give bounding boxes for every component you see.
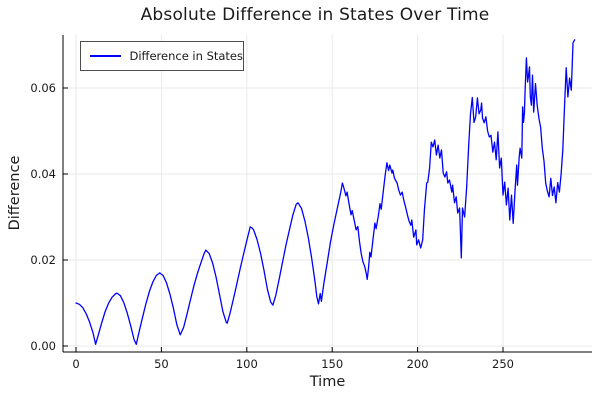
x-axis-label: Time [309,374,346,390]
y-tick-label: 0.04 [30,167,56,181]
x-tick-label: 200 [407,357,429,371]
y-tick-label: 0.00 [30,339,56,353]
y-axis-label: Difference [7,155,23,231]
x-tick-label: 50 [154,357,169,371]
tick-labels: 0 50 100 150 200 250 0.00 0.02 0.04 0.06 [30,81,514,371]
legend-box: Difference in States [80,41,244,71]
x-tick-label: 250 [492,357,514,371]
y-tick-label: 0.02 [30,253,56,267]
x-tick-label: 100 [236,357,258,371]
chart-title: Absolute Difference in States Over Time [140,5,490,25]
series-line [75,39,576,345]
x-tick-label: 0 [72,357,79,371]
x-tick-label: 150 [321,357,343,371]
axes [62,35,592,353]
legend-line-sample [90,55,122,57]
gridlines [63,35,592,352]
legend-label: Difference in States [129,49,243,63]
y-tick-label: 0.06 [30,81,56,95]
